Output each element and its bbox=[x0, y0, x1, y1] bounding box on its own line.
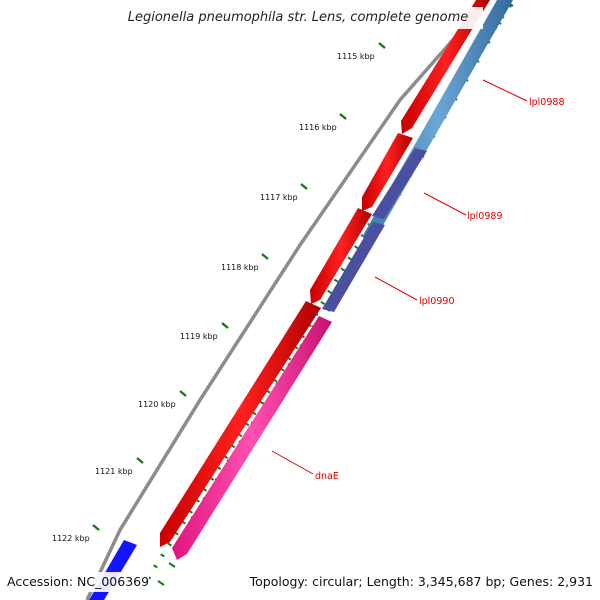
gene-label-lpl0988: lpl0988 bbox=[529, 97, 565, 108]
gene-label-lpl0989: lpl0989 bbox=[467, 211, 503, 222]
ruler-minor-tick bbox=[353, 245, 359, 250]
cds-purple-lpl0990 bbox=[322, 222, 385, 312]
cds-red-3 bbox=[310, 208, 372, 304]
cds-pink-dnaE bbox=[172, 316, 332, 560]
gene-label-lpl0990: lpl0990 bbox=[419, 296, 455, 307]
tick-label-1116: 1116 kbp bbox=[299, 123, 337, 132]
tick-label-1117: 1117 kbp bbox=[260, 193, 298, 202]
accession-text: Accession: NC_006369 bbox=[7, 572, 150, 592]
cds-red-1 bbox=[401, 0, 490, 134]
tick-label-1119: 1119 kbp bbox=[180, 332, 218, 341]
ruler-major-tick bbox=[221, 322, 229, 329]
ruler-major-tick bbox=[378, 42, 386, 49]
ruler-minor-tick bbox=[167, 542, 172, 547]
tick-label-1122: 1122 kbp bbox=[52, 534, 90, 543]
ruler-minor-tick bbox=[327, 289, 332, 294]
cds-red-2 bbox=[362, 133, 413, 211]
leader-lpl0989 bbox=[423, 192, 467, 216]
gene-label-dnaE: dnaE bbox=[315, 471, 339, 482]
ruler-major-tick bbox=[179, 390, 187, 397]
ruler-major-tick bbox=[339, 113, 347, 120]
ruler-major-tick bbox=[136, 457, 144, 464]
topology-summary-text: Topology: circular; Length: 3,345,687 bp… bbox=[249, 572, 593, 592]
tick-label-1115: 1115 kbp bbox=[337, 52, 375, 61]
leader-lpl0988 bbox=[482, 79, 528, 102]
ruler-inner-tick bbox=[157, 580, 165, 586]
ruler-minor-tick bbox=[160, 553, 165, 558]
map-title: Legionella pneumophila str. Lens, comple… bbox=[113, 7, 483, 29]
cds-purple-lpl0989 bbox=[372, 148, 427, 219]
ruler-minor-tick bbox=[333, 278, 339, 283]
tick-label-1118: 1118 kbp bbox=[221, 263, 259, 272]
leader-lpl0990 bbox=[374, 276, 418, 301]
ruler-minor-tick bbox=[320, 300, 326, 305]
leader-dnaE bbox=[271, 450, 314, 475]
cds-red-4 bbox=[160, 301, 321, 547]
ruler-minor-tick bbox=[153, 564, 158, 569]
tick-label-1121: 1121 kbp bbox=[95, 467, 133, 476]
tick-label-1120: 1120 kbp bbox=[138, 400, 176, 409]
ruler-inner-tick bbox=[168, 562, 176, 568]
ruler-major-tick bbox=[300, 183, 308, 190]
ruler-major-tick bbox=[261, 253, 269, 260]
ruler-minor-tick bbox=[347, 256, 353, 261]
ruler-major-tick bbox=[92, 524, 100, 531]
genome-backbone bbox=[85, 0, 490, 600]
ruler-minor-tick bbox=[340, 267, 346, 272]
